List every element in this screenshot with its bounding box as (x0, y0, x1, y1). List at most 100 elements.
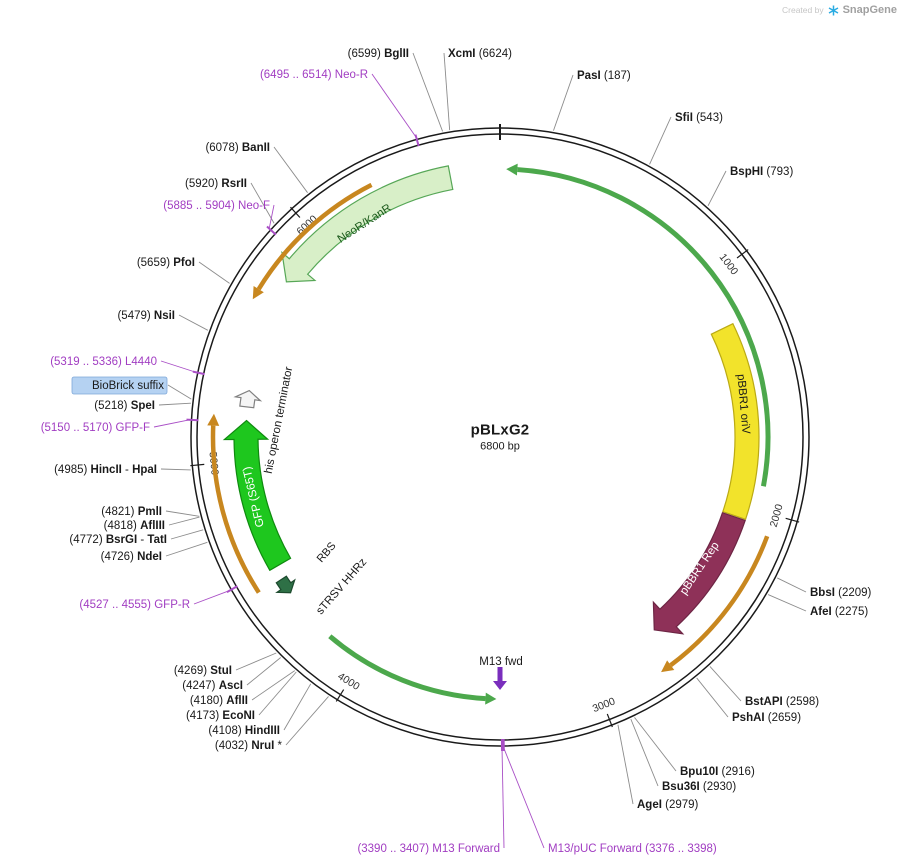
primer-site-tick-gfp-r (226, 585, 238, 593)
site-label-pfoi[interactable]: (5659) PfoI (137, 257, 195, 269)
site-label-sfii[interactable]: SfiI (543) (675, 112, 723, 124)
site-label-agei[interactable]: AgeI (2979) (637, 799, 699, 811)
site-label-banii[interactable]: (6078) BanII (205, 142, 270, 154)
site-label-bsu36i[interactable]: Bsu36I (2930) (662, 781, 736, 793)
site-label-bglii[interactable]: (6599) BglII (348, 48, 409, 60)
site-label-stui[interactable]: (4269) StuI (174, 665, 232, 677)
leader-line-ndei (165, 541, 208, 557)
leader-line-hincii-hpai (160, 468, 191, 471)
feature-strsv-hhrz[interactable] (275, 575, 296, 594)
feature-label-pbbr1-oriv[interactable]: pBBR1 oriV (734, 374, 751, 435)
feature-gfp-promoter-arrowhead[interactable] (207, 413, 220, 426)
site-label-bsphi[interactable]: BspHI (793) (730, 166, 793, 178)
tick-mark (335, 689, 345, 702)
leader-line-pasi (553, 74, 574, 131)
feature-m13-fwd[interactable] (493, 667, 507, 690)
site-label-aflii[interactable]: (4180) AflII (190, 695, 248, 707)
leader-line-asci (246, 657, 281, 686)
site-label-xcmi[interactable]: XcmI (6624) (448, 48, 512, 60)
site-label-bpu10i[interactable]: Bpu10I (2916) (680, 766, 755, 778)
site-label-spei[interactable]: (5218) SpeI (94, 400, 155, 412)
site-label-l4440[interactable]: (5319 .. 5336) L4440 (50, 356, 157, 368)
tick-mark (736, 249, 749, 259)
leader-line-spei (158, 402, 191, 406)
leader-line-neo-r (371, 73, 417, 138)
site-label-ndei[interactable]: (4726) NdeI (101, 551, 162, 563)
snapgene-logo-icon (828, 5, 838, 15)
primer-site-tick-neo-r (414, 134, 420, 147)
feature-rep-promoter[interactable] (669, 535, 770, 668)
feature-rep-promoter-arrowhead[interactable] (661, 660, 675, 673)
leader-line-bstapi (709, 666, 742, 702)
site-label-nrui[interactable]: (4032) NruI * (215, 740, 283, 752)
leader-line-sfii (649, 116, 672, 165)
site-label-rsrii[interactable]: (5920) RsrII (185, 178, 247, 190)
primer-site-tick-gfp-f (186, 418, 199, 422)
site-label-bbsi[interactable]: BbsI (2209) (810, 587, 872, 599)
plasmid-title-block: pBLxG2 6800 bp (471, 422, 530, 453)
snapgene-watermark: Created by SnapGene (782, 4, 897, 16)
site-label-asci[interactable]: (4247) AscI (182, 680, 243, 692)
site-label-pasi[interactable]: PasI (187) (577, 70, 631, 82)
created-by-text: Created by (782, 5, 824, 15)
leader-line-m13-puc-forward (503, 747, 545, 849)
primer-site-tick-l4440 (192, 370, 205, 376)
leader-line-afei (767, 594, 807, 612)
site-label-hincii-hpai[interactable]: (4985) HincII - HpaI (54, 464, 157, 476)
site-label-m13-puc-forward[interactable]: M13/pUC Forward (3376 .. 3398) (548, 843, 717, 855)
snapgene-brand-text: SnapGene (842, 4, 897, 16)
leader-line-neo-f (268, 204, 275, 229)
site-label-nsii[interactable]: (5479) NsiI (117, 310, 175, 322)
leader-line-bsphi (707, 170, 727, 207)
feature-kan-promoter[interactable] (256, 182, 373, 291)
feature-neor-kanr[interactable] (281, 165, 454, 283)
tick-label: 3000 (591, 695, 617, 715)
leader-line-gfp-r (193, 590, 230, 605)
leader-line-pshai (696, 677, 729, 718)
tick-label: 4000 (335, 670, 361, 693)
feature-his-operon-terminator[interactable] (233, 389, 263, 409)
site-label-m13-forward[interactable]: (3390 .. 3407) M13 Forward (357, 843, 500, 855)
feature-kan-promoter-arrowhead[interactable] (252, 285, 264, 300)
feature-lac-transcript[interactable] (328, 634, 486, 702)
site-label-biobrick-suffix[interactable]: BioBrick suffix (92, 380, 164, 392)
leader-line-nrui (285, 696, 329, 746)
site-label-afei[interactable]: AfeI (2275) (810, 606, 868, 618)
site-label-hindiii[interactable]: (4108) HindIII (208, 725, 280, 737)
site-label-gfp-f[interactable]: (5150 .. 5170) GFP-F (41, 422, 150, 434)
leader-line-bsrgi-tati (170, 529, 204, 540)
tick-mark (606, 713, 613, 728)
feature-label-m13-fwd[interactable]: M13 fwd (479, 656, 522, 668)
site-label-pmli[interactable]: (4821) PmlI (101, 506, 162, 518)
feature-label-rbs[interactable]: RBS (315, 540, 339, 565)
leader-line-afliii (168, 516, 200, 526)
site-label-bstapi[interactable]: BstAPI (2598) (745, 696, 819, 708)
leader-line-nsii (178, 314, 209, 331)
site-label-neo-r[interactable]: (6495 .. 6514) Neo-R (260, 69, 368, 81)
feature-label-his-operon-terminator[interactable]: his operon terminator (263, 366, 296, 475)
feature-lac-transcript-arrowhead[interactable] (485, 692, 497, 705)
feature-pbbr1-oriv[interactable] (710, 322, 760, 521)
leader-line-gfp-f (153, 419, 190, 428)
leader-line-bglii (412, 52, 443, 132)
feature-rep-transcript-arrowhead[interactable] (506, 163, 518, 176)
site-label-afliii[interactable]: (4818) AflIII (104, 520, 165, 532)
tick-mark (190, 463, 205, 467)
leader-line-hindiii (283, 683, 312, 731)
plasmid-name: pBLxG2 (470, 421, 530, 439)
feature-gfp-promoter[interactable] (210, 425, 261, 594)
feature-gfp[interactable] (222, 419, 292, 572)
site-label-gfp-r[interactable]: (4527 .. 4555) GFP-R (79, 599, 190, 611)
leader-line-banii (273, 146, 308, 193)
feature-pbbr1-rep[interactable] (652, 511, 746, 635)
site-label-neo-f[interactable]: (5885 .. 5904) Neo-F (163, 200, 270, 212)
feature-rep-transcript[interactable] (517, 167, 771, 487)
site-label-pshai[interactable]: PshAI (2659) (732, 712, 801, 724)
leader-line-agei (617, 724, 634, 805)
leader-line-biobrick-suffix (167, 384, 192, 400)
site-label-econi[interactable]: (4173) EcoNI (186, 710, 255, 722)
leader-line-rsrii (250, 182, 275, 224)
site-label-bsrgi-tati[interactable]: (4772) BsrGI - TatI (69, 534, 167, 546)
leader-line-bbsi (777, 577, 807, 593)
tick-label: 1000 (717, 252, 741, 278)
